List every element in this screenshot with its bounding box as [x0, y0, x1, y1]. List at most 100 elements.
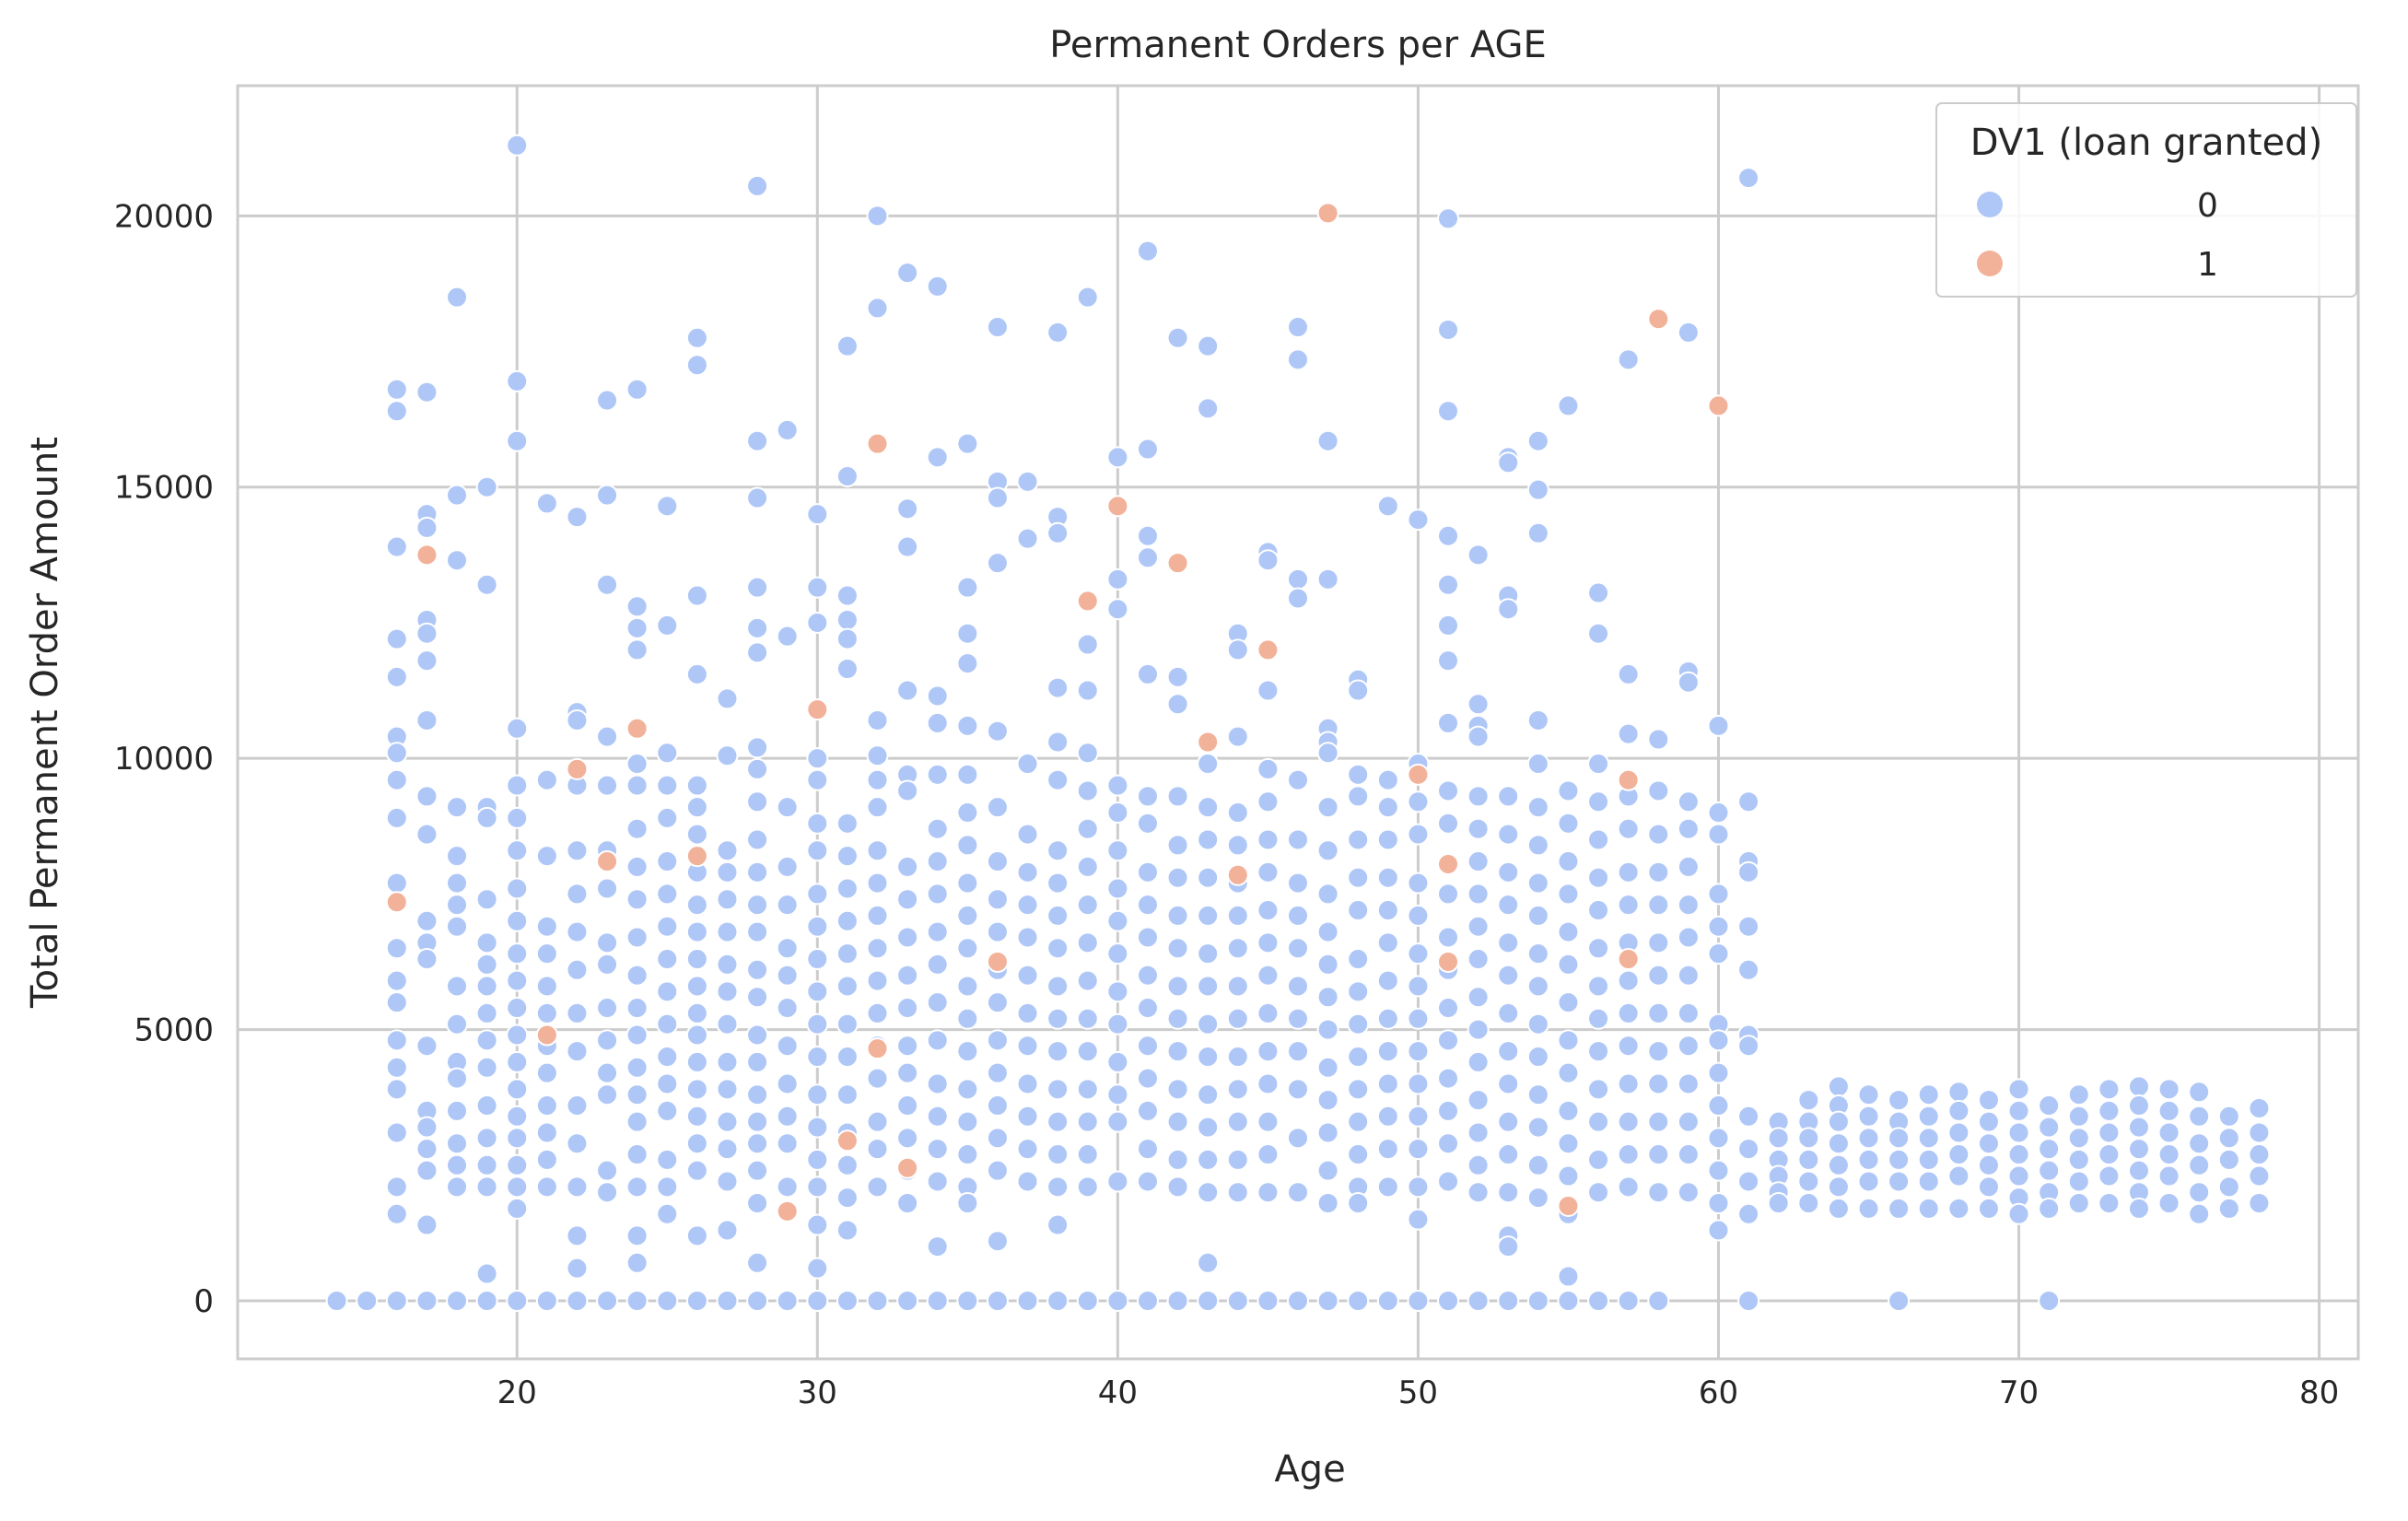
data-point-0 — [1888, 1148, 1911, 1171]
data-point-0 — [1226, 834, 1249, 857]
data-point-1 — [685, 845, 708, 868]
data-point-0 — [1917, 1127, 1940, 1150]
data-point-0 — [2007, 1078, 2030, 1101]
data-point-0 — [1587, 866, 1610, 889]
data-point-0 — [1136, 894, 1159, 917]
data-point-0 — [2067, 1170, 2090, 1193]
data-point-1 — [1076, 590, 1099, 613]
data-point-0 — [475, 1001, 498, 1024]
data-point-0 — [506, 877, 529, 900]
data-point-0 — [2038, 1138, 2061, 1161]
data-point-0 — [566, 1257, 589, 1280]
data-point-0 — [1226, 1289, 1249, 1312]
data-point-0 — [1526, 834, 1549, 857]
data-point-0 — [1046, 872, 1070, 895]
data-point-0 — [806, 576, 829, 599]
data-point-0 — [1226, 801, 1249, 825]
data-point-0 — [475, 1262, 498, 1285]
data-point-0 — [1557, 850, 1580, 873]
data-point-0 — [446, 1099, 469, 1122]
data-point-0 — [1347, 785, 1370, 808]
data-point-0 — [656, 1012, 679, 1035]
data-point-0 — [1376, 768, 1399, 791]
data-point-0 — [2157, 1099, 2180, 1122]
data-point-0 — [1226, 1007, 1249, 1030]
data-point-0 — [1197, 397, 1220, 420]
data-point-0 — [1347, 828, 1370, 851]
data-point-0 — [1707, 714, 1730, 737]
data-point-0 — [1677, 321, 1700, 344]
data-point-0 — [1016, 823, 1039, 846]
data-point-0 — [806, 611, 829, 634]
data-point-0 — [956, 801, 979, 825]
x-tick-label: 40 — [1098, 1375, 1138, 1411]
data-point-0 — [1287, 567, 1309, 591]
data-point-0 — [1797, 1089, 1820, 1112]
data-point-0 — [956, 622, 979, 645]
data-point-0 — [866, 872, 889, 895]
data-point-0 — [1557, 1061, 1580, 1084]
data-point-0 — [1106, 1110, 1129, 1133]
data-point-0 — [1707, 883, 1730, 906]
data-point-0 — [1617, 348, 1640, 371]
data-point-0 — [746, 894, 769, 917]
data-point-0 — [685, 1159, 708, 1182]
data-point-0 — [896, 779, 919, 802]
data-point-1 — [776, 1199, 799, 1223]
data-point-0 — [475, 931, 498, 954]
data-point-0 — [1497, 1181, 1520, 1204]
data-point-0 — [1226, 1078, 1249, 1101]
legend: DV1 (loan granted) 0 1 — [1935, 102, 2357, 298]
data-point-0 — [1947, 1143, 1970, 1166]
data-point-1 — [1437, 852, 1460, 875]
data-point-0 — [506, 1153, 529, 1176]
data-point-0 — [385, 991, 408, 1014]
data-point-0 — [1437, 779, 1460, 802]
data-point-0 — [1647, 1181, 1670, 1204]
data-point-0 — [1226, 1046, 1249, 1069]
data-point-0 — [535, 942, 558, 965]
data-point-0 — [1376, 1289, 1399, 1312]
data-point-0 — [656, 742, 679, 765]
data-point-0 — [836, 1289, 859, 1312]
data-point-0 — [2038, 1116, 2061, 1139]
data-point-0 — [475, 1289, 498, 1312]
data-point-0 — [1257, 931, 1280, 954]
data-point-0 — [986, 991, 1009, 1014]
data-point-0 — [506, 774, 529, 797]
data-point-0 — [685, 948, 708, 971]
data-point-0 — [1287, 904, 1309, 927]
data-point-0 — [446, 894, 469, 917]
data-point-0 — [1076, 286, 1099, 309]
data-point-0 — [1497, 1001, 1520, 1024]
data-point-0 — [596, 877, 619, 900]
data-point-0 — [866, 937, 889, 960]
data-point-0 — [656, 883, 679, 906]
data-point-0 — [656, 614, 679, 637]
data-point-0 — [746, 1192, 769, 1215]
data-point-0 — [1136, 524, 1159, 547]
data-point-1 — [896, 1156, 919, 1179]
data-point-0 — [806, 883, 829, 906]
data-point-0 — [956, 763, 979, 786]
data-point-0 — [1557, 991, 1580, 1014]
data-point-0 — [836, 609, 859, 632]
data-point-0 — [926, 1289, 949, 1312]
data-point-0 — [2007, 1143, 2030, 1166]
data-point-0 — [566, 1040, 589, 1063]
data-point-0 — [415, 1159, 438, 1182]
data-point-0 — [2127, 1094, 2150, 1117]
data-point-0 — [1587, 1040, 1610, 1063]
data-point-0 — [986, 1094, 1009, 1117]
data-point-0 — [2188, 1132, 2211, 1155]
data-point-0 — [1347, 679, 1370, 702]
data-point-0 — [1587, 975, 1610, 998]
data-point-0 — [776, 1132, 799, 1155]
data-point-0 — [836, 657, 859, 680]
data-point-0 — [1677, 817, 1700, 840]
data-point-0 — [506, 1105, 529, 1128]
data-point-0 — [446, 1012, 469, 1035]
data-point-0 — [566, 1001, 589, 1024]
data-point-0 — [836, 464, 859, 487]
data-point-0 — [415, 649, 438, 673]
